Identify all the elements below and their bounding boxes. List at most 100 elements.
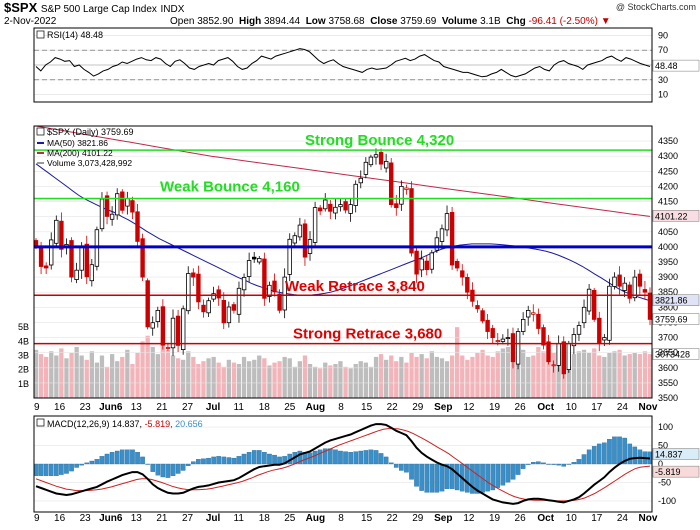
candle-body [99, 198, 105, 230]
volume-bar [505, 347, 511, 398]
macd-histogram-bar [353, 451, 359, 465]
volume-bar [99, 355, 105, 398]
macd-right-label: 14.837 [655, 450, 683, 460]
candle-body [404, 187, 409, 190]
macd-histogram-bar [622, 437, 627, 465]
macd-histogram-bar [338, 450, 343, 465]
macd-histogram-bar [490, 463, 496, 491]
volume-bar [551, 352, 556, 398]
macd-histogram-bar [556, 463, 561, 466]
candle-body [480, 310, 485, 322]
macd-histogram-bar [404, 463, 409, 473]
volume-bar [647, 354, 653, 398]
macd-right-label: -5.819 [655, 467, 681, 477]
volume-bar [444, 361, 450, 398]
volume-bar [277, 361, 282, 398]
macd-histogram-bar [429, 463, 435, 493]
x-axis-label-bottom: Oct [537, 513, 554, 524]
symbol: $SPX [4, 0, 38, 15]
candle-body [561, 341, 566, 375]
volume-bar [120, 356, 125, 398]
volume-bar [531, 355, 536, 398]
volume-bar [241, 356, 247, 398]
volume-bar [155, 354, 160, 398]
candle-body [439, 228, 445, 242]
chart-header: $SPX S&P 500 Large Cap Index INDX 2-Nov-… [0, 0, 700, 28]
candle-body [454, 260, 460, 269]
candle-body [74, 269, 79, 281]
candle-body [368, 156, 374, 166]
volume-bar [257, 355, 262, 398]
x-axis-label-bottom: 21 [156, 513, 168, 524]
candle-body [637, 273, 643, 287]
price-right-label: 3759.69 [655, 315, 688, 325]
candle-body [378, 151, 384, 165]
x-axis-label-top: Nov [639, 402, 658, 413]
x-axis-label-top: Jul [206, 402, 221, 413]
macd-histogram-bar [267, 453, 272, 465]
candle-body [155, 309, 160, 322]
volume-bar [313, 366, 318, 398]
volume-bar [145, 335, 150, 398]
macd-histogram-bar [409, 463, 414, 480]
macd-histogram-bar [328, 448, 333, 465]
candle-body [277, 293, 282, 311]
x-axis-label-top: 13 [131, 402, 143, 413]
candle-body [444, 213, 450, 231]
candle-body [130, 200, 135, 213]
x-axis-label-bottom: 23 [80, 513, 92, 524]
macd-histogram-bar [262, 452, 267, 465]
macd-tick-label: 50 [658, 441, 668, 451]
candle-body [160, 306, 166, 346]
volume-bar [49, 351, 54, 399]
price-tick-label: 4150 [658, 197, 678, 207]
macd-histogram-bar [612, 436, 617, 465]
price-tick-label: 4200 [658, 181, 678, 191]
volume-bar [297, 361, 302, 398]
candle-body [59, 220, 64, 250]
volume-bar [292, 366, 297, 398]
candle-body [510, 333, 516, 363]
volume-bar [170, 355, 176, 398]
macd-histogram-bar [170, 463, 176, 476]
candle-body [211, 293, 216, 300]
macd-histogram-bar [525, 463, 531, 465]
macd-histogram-bar [470, 463, 475, 494]
macd-histogram-bar [500, 463, 506, 486]
candle-body [292, 235, 297, 244]
volume-bar [571, 354, 577, 398]
price-tick-label: 3600 [658, 363, 678, 373]
volume-bar [150, 347, 155, 398]
credit-text[interactable]: @ StockCharts.com [615, 2, 696, 12]
macd-histogram-bar [617, 436, 622, 465]
macd-histogram-bar [206, 457, 211, 465]
volume-last-value: 3073428 [655, 350, 690, 360]
volume-bar [424, 358, 429, 398]
volume-bar [363, 362, 368, 398]
candle-body [460, 270, 465, 278]
volume-bar [510, 355, 516, 398]
macd-histogram-bar [211, 456, 216, 465]
candle-body [267, 284, 272, 297]
candle-body [505, 337, 511, 340]
rsi-tick-label: 70 [658, 45, 668, 55]
macd-histogram-bar [485, 463, 490, 492]
x-axis-label-top: 15 [361, 402, 373, 413]
price-tick-label: 3500 [658, 393, 678, 403]
x-axis-label-top: Sep [434, 402, 452, 413]
candle-body [180, 308, 186, 350]
x-axis-label-bottom: 22 [387, 513, 399, 524]
volume-bar [389, 355, 394, 398]
volume-bar [160, 338, 165, 398]
candle-body [262, 258, 267, 299]
rsi-frame [33, 27, 653, 103]
macd-histogram-bar [505, 463, 511, 483]
candle-body [236, 287, 242, 315]
candle-body [125, 198, 130, 207]
volume-bar [201, 361, 206, 398]
candle-body [170, 317, 176, 349]
candle-body [323, 199, 328, 210]
volume-bar [348, 368, 353, 399]
volume-bar [490, 356, 495, 398]
